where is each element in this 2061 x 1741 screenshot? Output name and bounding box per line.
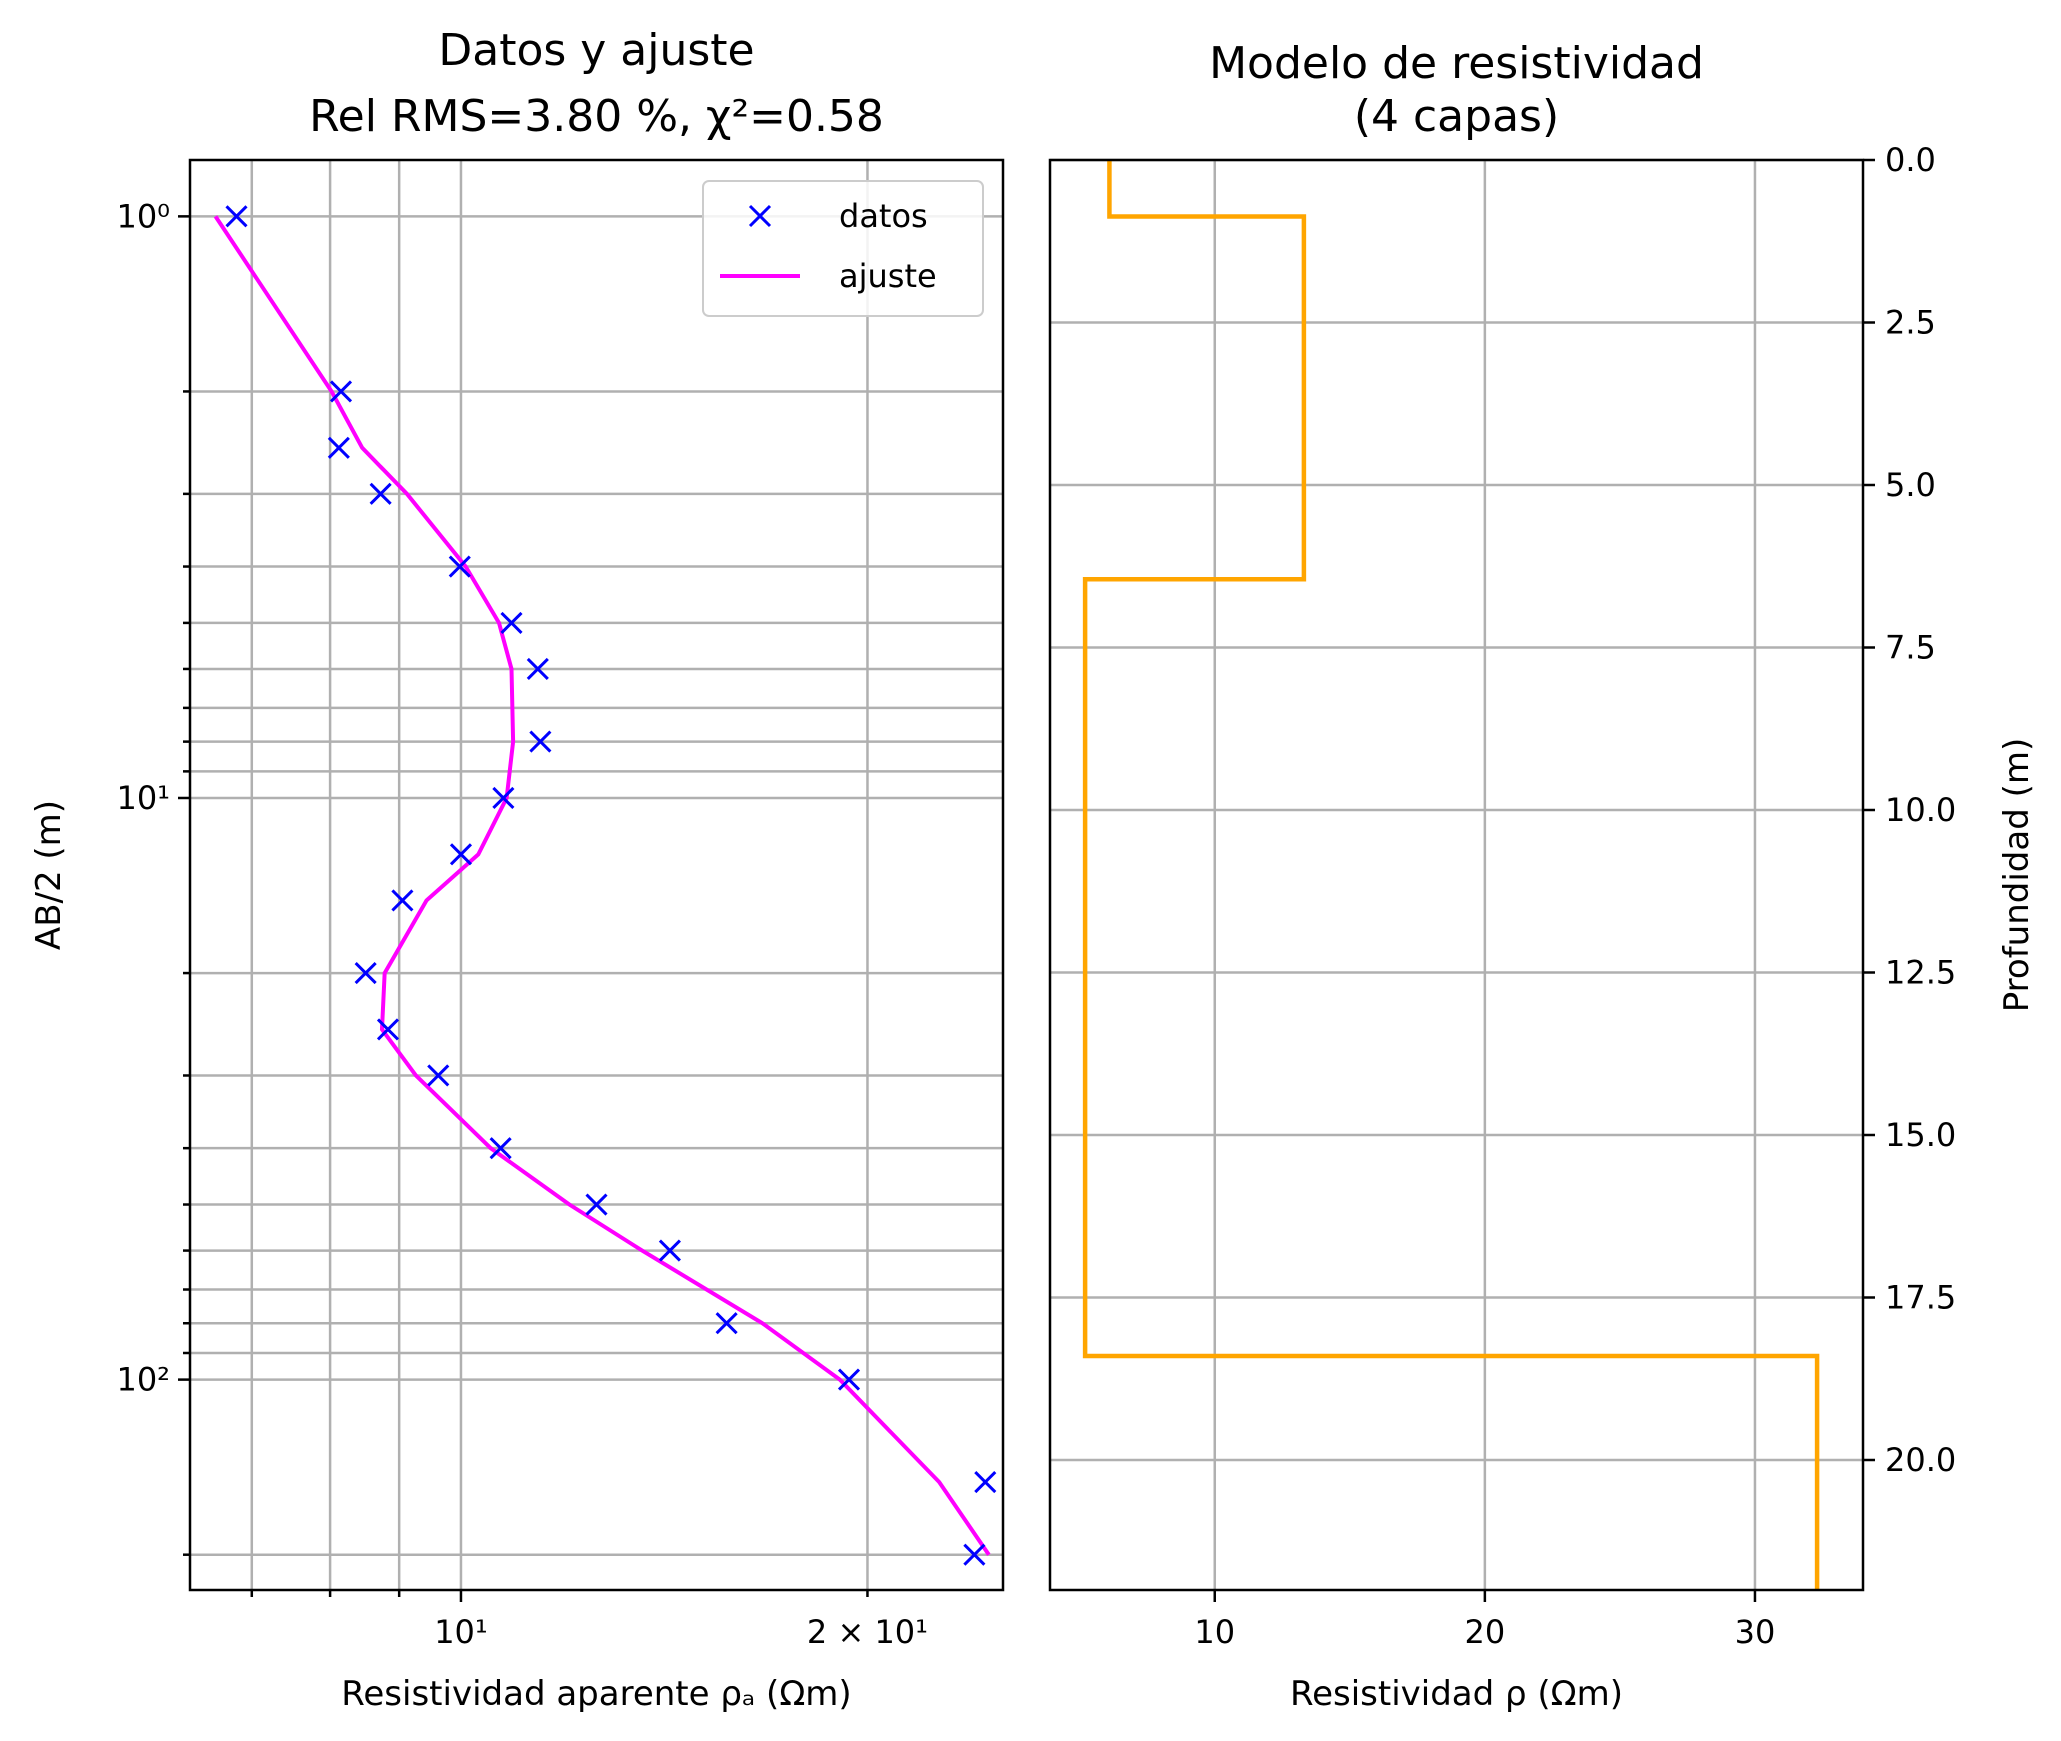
right-y-tick-label: 10.0	[1885, 791, 1956, 829]
right-y-tick-label: 5.0	[1885, 466, 1936, 504]
right-y-axis-label: Profundidad (m)	[1997, 738, 2037, 1013]
right-y-tick-label: 7.5	[1885, 629, 1936, 667]
datos-marker-stroke	[391, 889, 414, 912]
right-x-tick-label: 10	[1194, 1613, 1235, 1651]
datos-marker	[492, 786, 515, 810]
datos-marker	[585, 1193, 608, 1216]
left-axes-frame	[188, 158, 1005, 1592]
right-ticks: 10 20 30 0.0 2.5 5.0 7.5 10.0 12.5 15.0 17.5 20.0	[1194, 141, 1956, 1651]
left-x-tick-label: 10¹	[434, 1613, 488, 1651]
right-y-tick-label: 12.5	[1885, 954, 1956, 992]
datos-marker-stroke	[354, 962, 377, 985]
datos-marker	[225, 205, 248, 228]
datos-marker	[354, 962, 377, 985]
datos-marker	[715, 1312, 738, 1335]
datos-marker	[427, 1064, 450, 1087]
datos-marker	[837, 1368, 861, 1391]
datos-marker-stroke	[329, 380, 353, 403]
datos-marker	[329, 380, 353, 403]
datos-marker-stroke	[500, 611, 523, 634]
datos-marker-stroke	[376, 1018, 400, 1041]
datos-marker	[449, 843, 473, 866]
left-subtitle: Rel RMS=3.80 %, χ²=0.58	[309, 91, 884, 142]
datos-marker-stroke	[427, 1064, 450, 1087]
datos-marker-stroke	[529, 730, 552, 753]
right-y-tick-label: 2.5	[1885, 304, 1936, 342]
left-x-tick-label: 2 × 10¹	[807, 1613, 928, 1651]
datos-marker-stroke	[837, 1368, 861, 1391]
right-y-tick-label: 17.5	[1885, 1279, 1956, 1317]
datos-marker	[500, 611, 523, 634]
datos-marker	[529, 730, 552, 753]
datos-marker	[376, 1018, 400, 1041]
right-x-axis-label: Resistividad ρ (Ωm)	[1290, 1674, 1623, 1714]
datos-marker	[974, 1470, 997, 1494]
left-ticks: 10⁰ 10¹ 10² 10¹ 2 × 10¹	[116, 197, 928, 1651]
left-y-axis-label: AB/2 (m)	[29, 800, 69, 950]
left-y-tick-label: 10¹	[116, 779, 170, 817]
right-axes-frame	[1048, 158, 1865, 1592]
legend-entry-ajuste: ajuste	[839, 257, 937, 295]
datos-marker	[489, 1137, 512, 1160]
left-x-axis-label: Resistividad aparente ρₐ (Ωm)	[341, 1674, 851, 1714]
right-x-tick-label: 30	[1735, 1613, 1776, 1651]
right-y-tick-label: 15.0	[1885, 1116, 1956, 1154]
right-series	[1082, 160, 1820, 1590]
datos-marker-stroke	[327, 436, 350, 459]
datos-marker-stroke	[585, 1193, 608, 1216]
ajuste-line	[213, 215, 991, 1556]
datos-marker	[369, 482, 392, 505]
right-y-tick-label: 0.0	[1885, 141, 1936, 179]
datos-marker-stroke	[369, 482, 392, 505]
left-series	[213, 205, 997, 1566]
right-y-tick-label: 20.0	[1885, 1441, 1956, 1479]
left-y-tick-label: 10⁰	[116, 197, 170, 235]
datos-marker-stroke	[489, 1137, 512, 1160]
right-panel: 10 20 30 0.0 2.5 5.0 7.5 10.0 12.5 15.0 17.5 20.0 M…	[1048, 38, 2037, 1714]
left-title: Datos y ajuste	[438, 25, 754, 76]
legend-box	[702, 180, 984, 317]
right-x-tick-label: 20	[1465, 1613, 1506, 1651]
left-grid	[190, 160, 1003, 1590]
right-subtitle: (4 capas)	[1354, 91, 1559, 142]
legend-datos-marker	[748, 204, 772, 228]
datos-marker-stroke	[715, 1312, 738, 1335]
datos-marker-stroke	[526, 657, 549, 681]
datos-marker	[448, 555, 471, 578]
datos-marker-stroke	[225, 205, 248, 228]
left-panel: 10⁰ 10¹ 10² 10¹ 2 × 10¹ Datos y ajuste Rel R…	[29, 25, 1005, 1714]
resistivity-model-line	[1082, 160, 1820, 1590]
datos-marker-stroke	[974, 1470, 997, 1494]
datos-marker-stroke	[658, 1239, 681, 1262]
right-grid	[1050, 158, 1863, 1590]
legend: datos ajuste	[702, 180, 984, 317]
datos-marker	[327, 436, 350, 459]
datos-marker	[391, 889, 414, 912]
datos-marker-stroke	[449, 843, 473, 866]
legend-entry-datos: datos	[839, 197, 928, 235]
datos-marker	[963, 1543, 986, 1566]
right-title: Modelo de resistividad	[1209, 38, 1704, 89]
datos-marker-stroke	[448, 555, 471, 578]
datos-marker	[658, 1239, 681, 1262]
datos-marker-stroke	[492, 786, 515, 810]
left-y-tick-label: 10²	[116, 1361, 170, 1399]
datos-marker-stroke	[963, 1543, 986, 1566]
datos-marker	[526, 657, 549, 681]
